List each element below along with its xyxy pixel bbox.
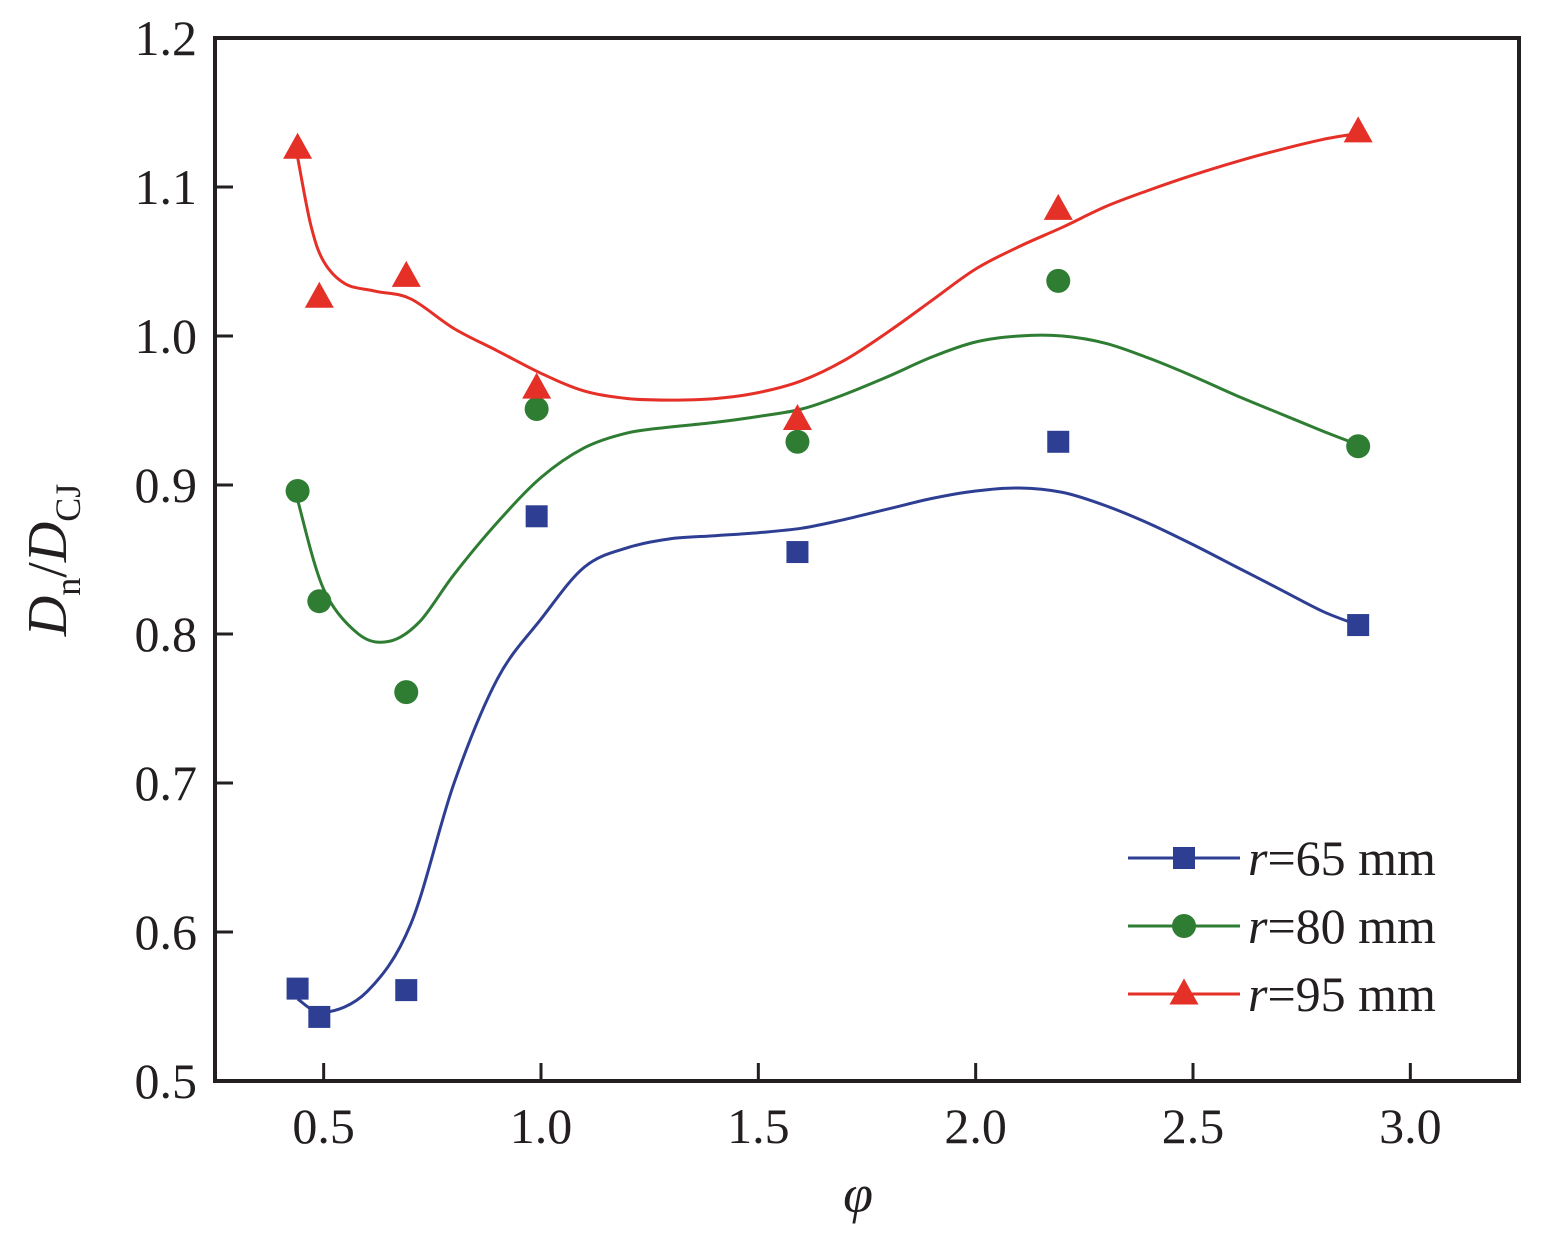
fit-curve-square <box>296 486 1359 1015</box>
legend-entry-circle: r=80 mm <box>1128 898 1436 954</box>
data-point-triangle <box>1043 193 1073 220</box>
fit-curves <box>296 131 1359 1015</box>
data-point-circle <box>1346 434 1371 459</box>
data-point-square <box>1347 614 1370 637</box>
data-point-circle <box>394 680 419 705</box>
data-point-triangle <box>304 281 334 308</box>
legend-label: r=80 mm <box>1248 898 1436 954</box>
y-tick-label: 1.1 <box>135 159 198 215</box>
legend-marker-triangle <box>1169 978 1199 1005</box>
fit-curve-circle <box>296 333 1359 644</box>
x-tick-label: 3.0 <box>1379 1098 1442 1154</box>
data-point-square <box>1047 430 1070 453</box>
legend-marker-circle <box>1172 914 1196 938</box>
data-point-square <box>308 1005 331 1028</box>
data-point-square <box>786 541 809 564</box>
fit-curve-triangle <box>296 131 1359 402</box>
legend: r=65 mm r=80 mm r=95 mm <box>1128 830 1436 1022</box>
y-label-sub1: n <box>48 578 88 596</box>
data-point-square <box>525 505 548 528</box>
x-tick-label: 2.5 <box>1162 1098 1225 1154</box>
y-tick-label: 0.8 <box>135 606 198 662</box>
y-tick-label: 0.6 <box>135 904 198 960</box>
data-point-triangle <box>522 372 552 399</box>
legend-label: r=65 mm <box>1248 830 1436 886</box>
data-point-circle <box>524 397 549 422</box>
y-label-sep: / <box>17 562 79 578</box>
y-label-sub2: CJ <box>48 484 88 522</box>
x-tick-label: 0.5 <box>292 1098 355 1154</box>
data-point-circle <box>285 478 310 503</box>
legend-label: r=95 mm <box>1248 966 1436 1022</box>
data-points <box>283 116 1373 1028</box>
x-tick-label: 2.0 <box>944 1098 1007 1154</box>
data-point-circle <box>1046 268 1071 293</box>
y-tick-label: 1.2 <box>135 10 198 66</box>
plot-frame <box>213 36 1521 1083</box>
data-point-square <box>286 977 309 1000</box>
legend-marker-square <box>1173 847 1195 869</box>
y-tick-label: 1.0 <box>135 308 198 364</box>
legend-entry-square: r=65 mm <box>1128 830 1436 886</box>
data-point-triangle <box>391 260 421 287</box>
data-point-triangle <box>283 132 313 159</box>
svg-text:Dn/DCJ: Dn/DCJ <box>17 484 88 638</box>
y-axis-label: Dn/DCJ <box>17 484 88 638</box>
y-tick-label: 0.5 <box>135 1053 198 1109</box>
x-tick-labels: 0.5 1.0 1.5 2.0 2.5 3.0 <box>292 1098 1441 1154</box>
data-point-circle <box>307 589 332 614</box>
y-tick-label: 0.9 <box>135 457 198 513</box>
x-axis-label: φ <box>843 1164 873 1224</box>
y-label-main2: D <box>17 522 79 563</box>
data-point-circle <box>785 429 810 454</box>
y-tick-label: 0.7 <box>135 755 198 811</box>
y-tick-labels: 0.5 0.6 0.7 0.8 0.9 1.0 1.1 1.2 <box>135 10 198 1109</box>
x-tick-label: 1.5 <box>727 1098 790 1154</box>
data-point-triangle <box>1343 116 1373 143</box>
x-tick-label: 1.0 <box>510 1098 573 1154</box>
legend-entry-triangle: r=95 mm <box>1128 966 1436 1022</box>
data-point-triangle <box>782 403 812 430</box>
data-point-square <box>395 979 418 1002</box>
y-label-main: D <box>17 596 79 637</box>
